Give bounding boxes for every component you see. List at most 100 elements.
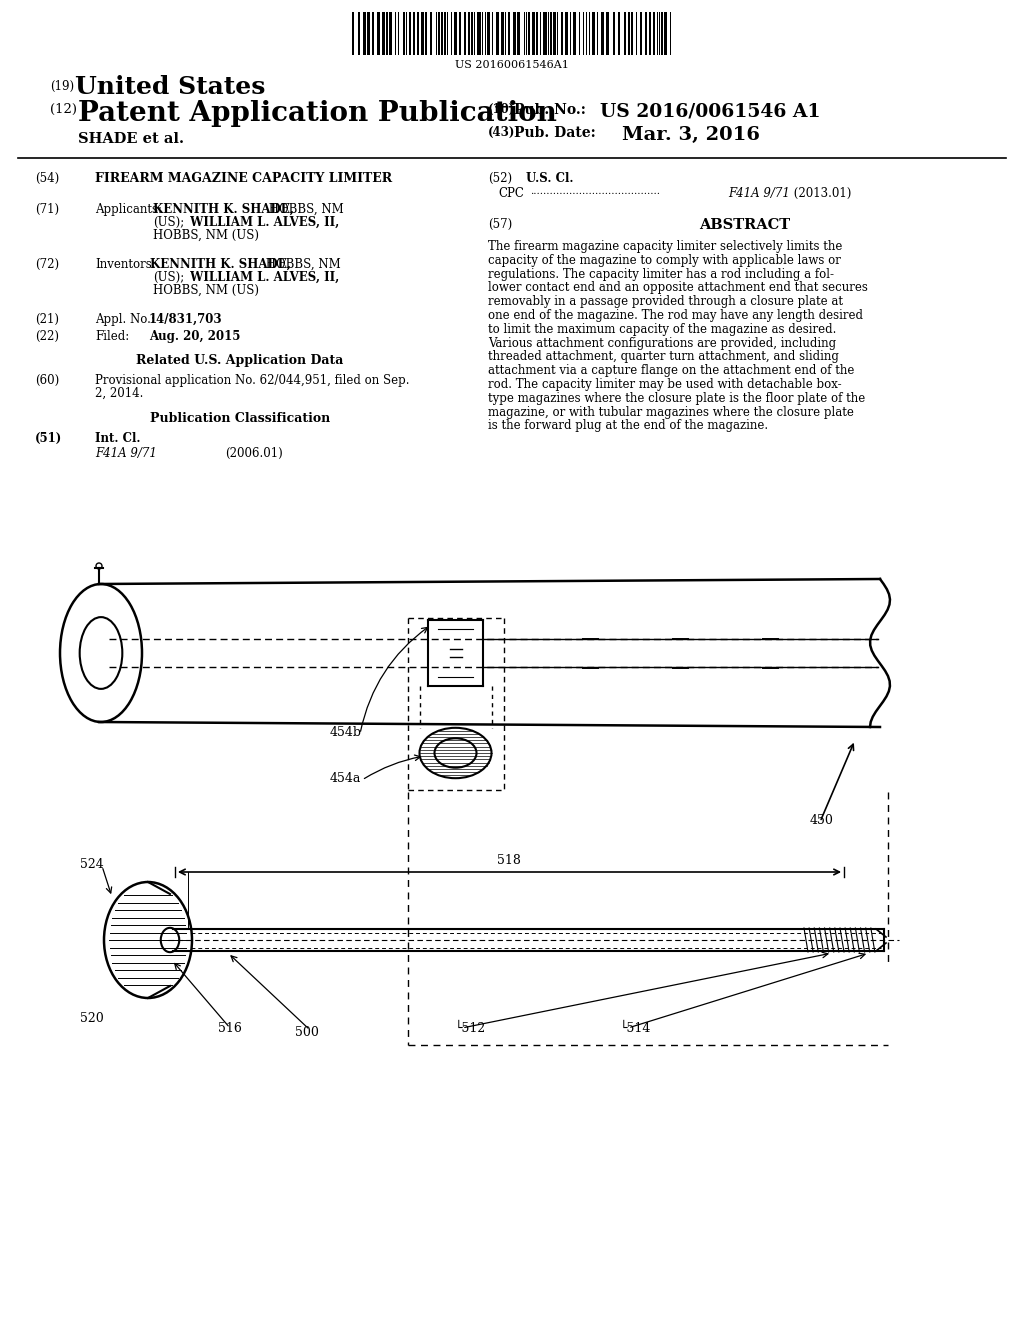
- Bar: [492, 12, 493, 55]
- Bar: [389, 12, 391, 55]
- Text: └514: └514: [620, 1022, 651, 1035]
- Text: ........................................: ........................................: [530, 187, 660, 195]
- Text: Int. Cl.: Int. Cl.: [95, 432, 140, 445]
- Bar: [451, 12, 453, 55]
- Text: one end of the magazine. The rod may have any length desired: one end of the magazine. The rod may hav…: [488, 309, 863, 322]
- Bar: [482, 12, 483, 55]
- Bar: [477, 12, 480, 55]
- Text: (60): (60): [35, 374, 59, 387]
- Bar: [455, 12, 457, 55]
- Text: Mar. 3, 2016: Mar. 3, 2016: [622, 125, 760, 144]
- Bar: [569, 12, 571, 55]
- Text: 524: 524: [80, 858, 103, 871]
- Bar: [670, 12, 671, 55]
- Text: 2, 2014.: 2, 2014.: [95, 387, 143, 400]
- Text: ABSTRACT: ABSTRACT: [699, 218, 791, 232]
- Bar: [525, 12, 527, 55]
- Bar: [425, 12, 427, 55]
- Text: HOBBS, NM (US): HOBBS, NM (US): [153, 284, 259, 297]
- Bar: [583, 12, 584, 55]
- Bar: [523, 12, 524, 55]
- Text: Patent Application Publication: Patent Application Publication: [78, 100, 557, 127]
- Text: The firearm magazine capacity limiter selectively limits the: The firearm magazine capacity limiter se…: [488, 240, 843, 253]
- Bar: [487, 12, 489, 55]
- Bar: [468, 12, 470, 55]
- Text: US 20160061546A1: US 20160061546A1: [455, 59, 569, 70]
- Bar: [589, 12, 590, 55]
- Text: Pub. No.:: Pub. No.:: [514, 103, 586, 117]
- Bar: [632, 12, 633, 55]
- Text: rod. The capacity limiter may be used with detachable box-: rod. The capacity limiter may be used wi…: [488, 378, 842, 391]
- Text: WILLIAM L. ALVES, II,: WILLIAM L. ALVES, II,: [186, 271, 339, 284]
- Text: WILLIAM L. ALVES, II,: WILLIAM L. ALVES, II,: [186, 216, 339, 228]
- Text: (US);: (US);: [153, 216, 184, 228]
- Bar: [606, 12, 609, 55]
- Bar: [438, 12, 440, 55]
- Text: (72): (72): [35, 257, 59, 271]
- Bar: [406, 12, 407, 55]
- Text: (22): (22): [35, 330, 59, 343]
- Bar: [573, 12, 577, 55]
- Bar: [505, 12, 506, 55]
- Bar: [372, 12, 374, 55]
- Bar: [597, 12, 598, 55]
- Text: F41A 9/71: F41A 9/71: [728, 187, 790, 201]
- Bar: [624, 12, 626, 55]
- Bar: [386, 12, 388, 55]
- Text: KENNITH K. SHADE,: KENNITH K. SHADE,: [150, 257, 291, 271]
- Text: Provisional application No. 62/044,951, filed on Sep.: Provisional application No. 62/044,951, …: [95, 374, 410, 387]
- Text: regulations. The capacity limiter has a rod including a fol-: regulations. The capacity limiter has a …: [488, 268, 834, 281]
- Text: HOBBS, NM (US): HOBBS, NM (US): [153, 228, 259, 242]
- Bar: [357, 12, 359, 55]
- Bar: [592, 12, 595, 55]
- Text: (43): (43): [488, 125, 515, 139]
- Bar: [553, 12, 555, 55]
- Bar: [644, 12, 647, 55]
- Bar: [658, 12, 660, 55]
- Text: (57): (57): [488, 218, 512, 231]
- Text: Appl. No.:: Appl. No.:: [95, 313, 159, 326]
- Text: Applicants:: Applicants:: [95, 203, 162, 216]
- Bar: [653, 12, 654, 55]
- Bar: [536, 12, 538, 55]
- Bar: [528, 12, 530, 55]
- Bar: [402, 12, 404, 55]
- Bar: [395, 12, 396, 55]
- Bar: [496, 12, 500, 55]
- Bar: [557, 12, 558, 55]
- Text: HOBBS, NM: HOBBS, NM: [265, 203, 344, 216]
- Bar: [649, 12, 651, 55]
- Text: (51): (51): [35, 432, 62, 445]
- Bar: [628, 12, 631, 55]
- Bar: [640, 12, 642, 55]
- Text: Related U.S. Application Data: Related U.S. Application Data: [136, 354, 344, 367]
- Text: F41A 9/71: F41A 9/71: [95, 447, 157, 459]
- Bar: [352, 12, 354, 55]
- Text: 518: 518: [497, 854, 520, 867]
- Text: CPC: CPC: [498, 187, 524, 201]
- Bar: [587, 12, 588, 55]
- Bar: [417, 12, 419, 55]
- Bar: [430, 12, 432, 55]
- Bar: [410, 12, 412, 55]
- Text: Various attachment configurations are provided, including: Various attachment configurations are pr…: [488, 337, 837, 350]
- Bar: [550, 12, 552, 55]
- Text: (71): (71): [35, 203, 59, 216]
- Bar: [508, 12, 510, 55]
- Text: Aug. 20, 2015: Aug. 20, 2015: [150, 330, 241, 343]
- Text: Inventors:: Inventors:: [95, 257, 156, 271]
- Bar: [540, 12, 542, 55]
- Text: U.S. Cl.: U.S. Cl.: [526, 172, 573, 185]
- Bar: [398, 12, 399, 55]
- Text: threaded attachment, quarter turn attachment, and sliding: threaded attachment, quarter turn attach…: [488, 350, 839, 363]
- Bar: [601, 12, 604, 55]
- Bar: [444, 12, 445, 55]
- Text: type magazines where the closure plate is the floor plate of the: type magazines where the closure plate i…: [488, 392, 865, 405]
- Text: is the forward plug at the end of the magazine.: is the forward plug at the end of the ma…: [488, 420, 768, 433]
- Text: Pub. Date:: Pub. Date:: [514, 125, 596, 140]
- Bar: [446, 12, 447, 55]
- Bar: [579, 12, 580, 55]
- Bar: [636, 12, 637, 55]
- Text: lower contact end and an opposite attachment end that secures: lower contact end and an opposite attach…: [488, 281, 868, 294]
- Bar: [474, 12, 475, 55]
